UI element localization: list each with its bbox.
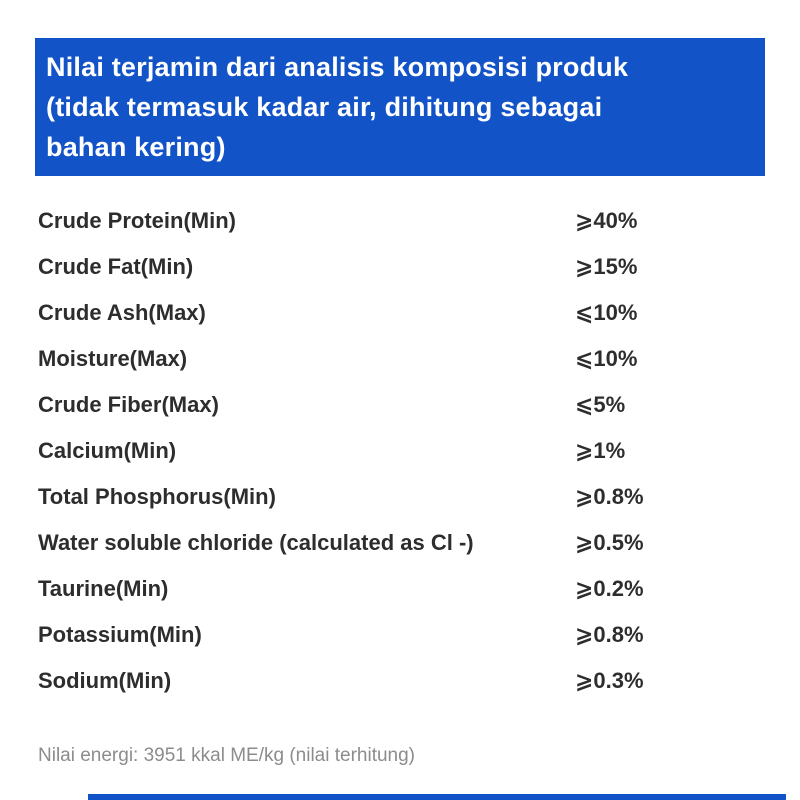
table-row: Crude Ash(Max) ⩽10% [38,290,762,336]
nutrient-value: ⩽10% [575,300,638,325]
table-row: Crude Protein(Min) ⩾40% [38,198,762,244]
nutrient-label: Total Phosphorus(Min) [38,484,276,509]
table-row: Water soluble chloride (calculated as Cl… [38,520,762,566]
table-row: Potassium(Min) ⩾0.8% [38,612,762,658]
table-row: Crude Fat(Min) ⩾15% [38,244,762,290]
nutrient-label: Water soluble chloride (calculated as Cl… [38,530,474,555]
section-title-line-1: Nilai terjamin dari analisis komposisi p… [46,52,629,82]
nutrient-value: ⩽5% [575,392,626,417]
next-section-banner-edge [88,794,786,800]
nutrition-table: Crude Protein(Min) ⩾40% Crude Fat(Min) ⩾… [38,198,762,704]
section-title-line-3: bahan kering) [46,132,226,162]
nutrient-label: Crude Fiber(Max) [38,392,219,417]
nutrient-value: ⩾0.8% [575,622,644,647]
nutrient-label: Sodium(Min) [38,668,172,693]
nutrient-value: ⩾0.2% [575,576,644,601]
table-row: Crude Fiber(Max) ⩽5% [38,382,762,428]
table-row: Sodium(Min) ⩾0.3% [38,658,762,704]
nutrient-value: ⩽10% [575,346,638,371]
nutrient-label: Calcium(Min) [38,438,177,463]
nutrient-label: Crude Fat(Min) [38,254,194,279]
nutrient-value: ⩾0.5% [575,530,644,555]
section-title-line-2: (tidak termasuk kadar air, dihitung seba… [46,92,603,122]
table-row: Total Phosphorus(Min) ⩾0.8% [38,474,762,520]
nutrient-label: Crude Ash(Max) [38,300,206,325]
energy-value-note: Nilai energi: 3951 kkal ME/kg (nilai ter… [38,745,416,766]
nutrient-value: ⩾0.3% [575,668,644,693]
nutrient-label: Taurine(Min) [38,576,169,601]
nutrient-label: Crude Protein(Min) [38,208,236,233]
nutrient-value: ⩾15% [575,254,638,279]
table-row: Taurine(Min) ⩾0.2% [38,566,762,612]
table-row: Moisture(Max) ⩽10% [38,336,762,382]
nutrient-value: ⩾1% [575,438,626,463]
table-row: Calcium(Min) ⩾1% [38,428,762,474]
nutrient-value: ⩾0.8% [575,484,644,509]
section-title-banner: Nilai terjamin dari analisis komposisi p… [35,38,765,176]
nutrient-label: Potassium(Min) [38,622,202,647]
nutrient-value: ⩾40% [575,208,638,233]
nutrient-label: Moisture(Max) [38,346,188,371]
